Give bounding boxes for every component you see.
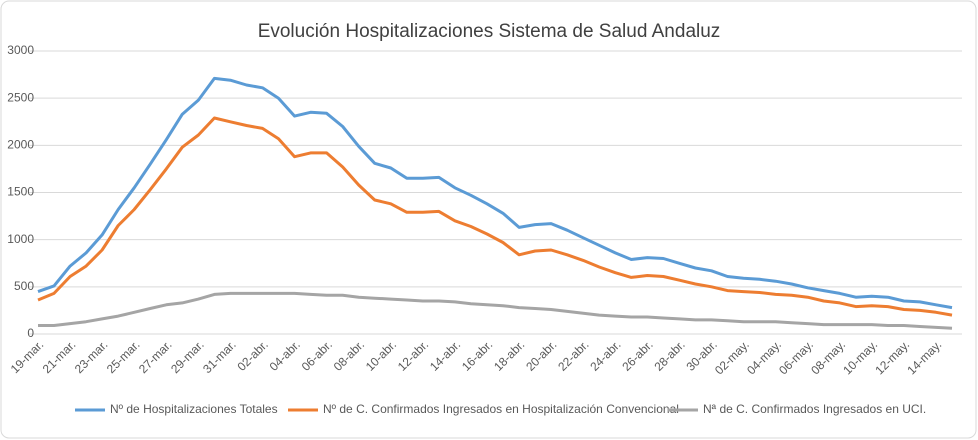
- y-tick-label: 500: [14, 279, 34, 293]
- data-line: [37, 76, 953, 310]
- data-line: [37, 116, 953, 317]
- y-tick-label: 1500: [7, 185, 34, 199]
- chart-title: Evolución Hospitalizaciones Sistema de S…: [258, 21, 721, 42]
- y-tick-label: 1000: [7, 232, 34, 246]
- legend-label: Nª de C. Confirmados Ingresados en UCI.: [703, 402, 926, 416]
- y-tick-label: 2500: [7, 90, 34, 104]
- legend-label: Nº de Hospitalizaciones Totales: [110, 402, 278, 416]
- y-tick-label: 0: [27, 326, 34, 340]
- legend-label: Nº de C. Confirmados Ingresados en Hospi…: [323, 402, 679, 416]
- y-tick-label: 3000: [7, 43, 34, 57]
- data-line: [38, 291, 953, 330]
- y-tick-label: 2000: [7, 138, 34, 152]
